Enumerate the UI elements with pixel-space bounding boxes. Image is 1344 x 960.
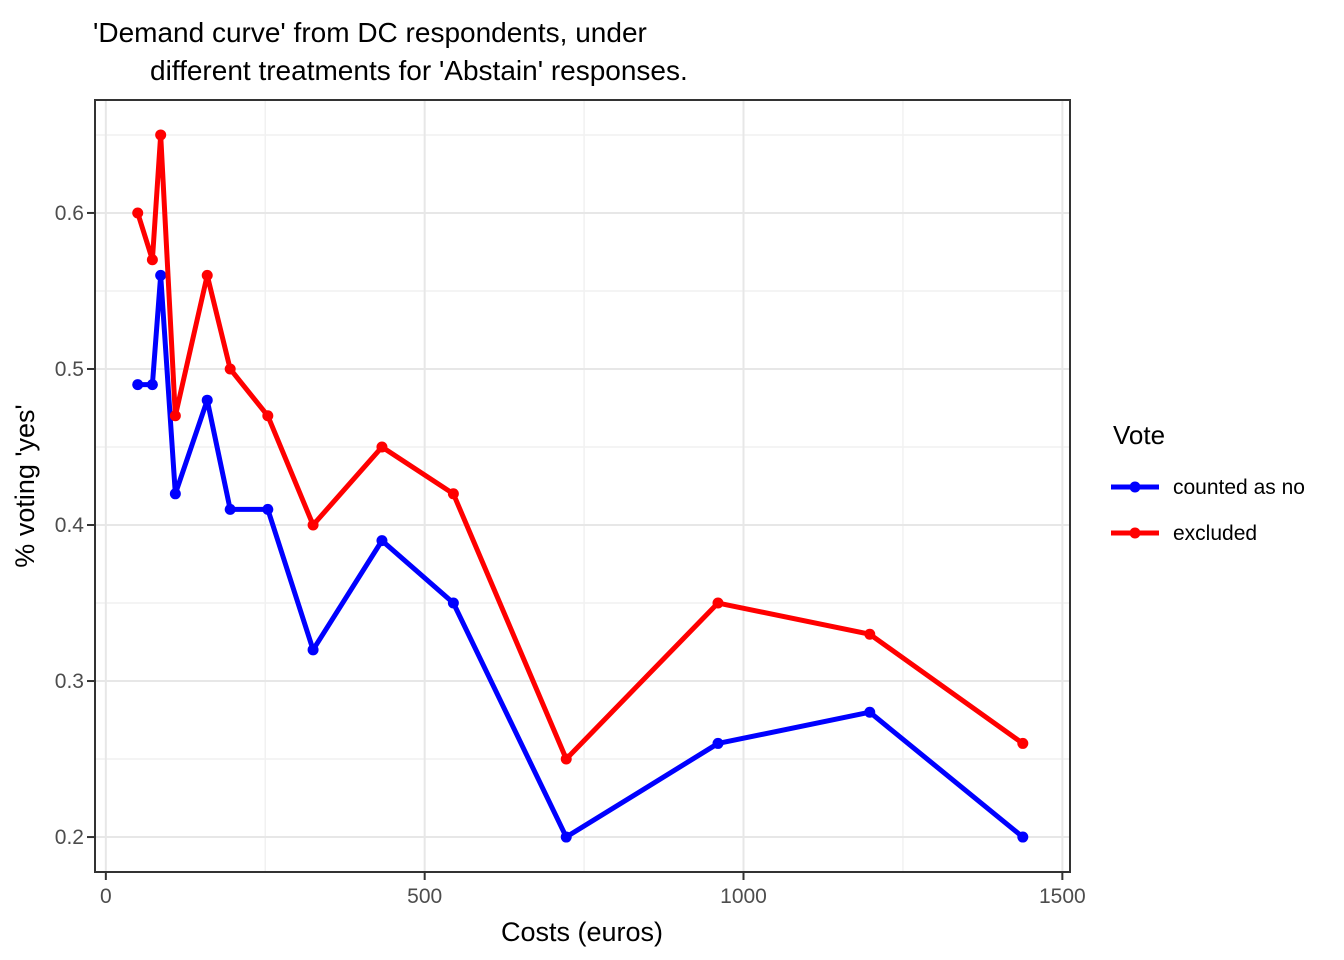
data-point-counted-as-no bbox=[169, 488, 181, 500]
legend-key-point-excluded bbox=[1129, 527, 1141, 539]
x-axis-title: Costs (euros) bbox=[501, 917, 663, 947]
data-point-counted-as-no bbox=[262, 503, 274, 515]
legend-title: Vote bbox=[1113, 420, 1165, 450]
data-point-counted-as-no bbox=[1017, 831, 1029, 843]
x-tick-label: 1500 bbox=[1039, 885, 1086, 908]
data-point-counted-as-no bbox=[560, 831, 572, 843]
data-point-excluded bbox=[560, 753, 572, 765]
gridlines-major bbox=[95, 100, 1070, 872]
data-point-excluded bbox=[864, 628, 876, 640]
data-point-excluded bbox=[262, 410, 274, 422]
data-point-counted-as-no bbox=[224, 503, 236, 515]
data-point-excluded bbox=[447, 488, 459, 500]
x-tick-label: 1000 bbox=[720, 885, 767, 908]
y-tick-label: 0.6 bbox=[55, 202, 84, 225]
data-point-excluded bbox=[201, 269, 213, 281]
data-point-counted-as-no bbox=[201, 394, 213, 406]
data-point-excluded bbox=[307, 519, 319, 531]
data-point-excluded bbox=[169, 410, 181, 422]
chart-title-line-2: different treatments for 'Abstain' respo… bbox=[150, 55, 688, 86]
axis-ticks bbox=[87, 211, 1064, 880]
legend-key-point-counted-as-no bbox=[1129, 481, 1141, 493]
data-point-counted-as-no bbox=[864, 706, 876, 718]
data-point-counted-as-no bbox=[155, 269, 167, 281]
y-axis-title: % voting 'yes' bbox=[10, 404, 40, 567]
data-point-excluded bbox=[1017, 737, 1029, 749]
data-point-counted-as-no bbox=[712, 737, 724, 749]
data-point-excluded bbox=[224, 363, 236, 375]
series-layer bbox=[132, 129, 1029, 843]
series-line-excluded bbox=[135, 132, 1025, 762]
y-tick-label: 0.5 bbox=[55, 358, 84, 381]
axis-tick-labels: 0 500 1000 1500 0.2 0.3 0.4 0.5 0.6 bbox=[55, 202, 1086, 908]
data-point-counted-as-no bbox=[307, 644, 319, 656]
y-tick-label: 0.4 bbox=[55, 514, 85, 537]
data-point-excluded bbox=[712, 597, 724, 609]
legend-label-counted-as-no: counted as no bbox=[1173, 476, 1305, 499]
data-point-excluded bbox=[155, 129, 167, 141]
panel-border bbox=[94, 99, 1071, 873]
data-point-counted-as-no bbox=[376, 535, 388, 547]
y-tick-label: 0.3 bbox=[55, 670, 84, 693]
y-tick-label: 0.2 bbox=[55, 826, 84, 849]
legend: Vote counted as no excluded bbox=[1111, 420, 1305, 545]
data-point-counted-as-no bbox=[447, 597, 459, 609]
data-point-excluded bbox=[376, 441, 388, 453]
data-point-excluded bbox=[146, 254, 158, 266]
legend-item-counted-as-no: counted as no bbox=[1111, 476, 1305, 499]
chart-title-line-1: 'Demand curve' from DC respondents, unde… bbox=[93, 17, 647, 48]
legend-label-excluded: excluded bbox=[1173, 522, 1257, 545]
data-point-counted-as-no bbox=[146, 379, 158, 391]
data-point-counted-as-no bbox=[132, 379, 144, 391]
data-point-excluded bbox=[132, 207, 144, 219]
x-tick-label: 500 bbox=[407, 885, 442, 908]
x-tick-label: 0 bbox=[100, 885, 112, 908]
gridlines-minor bbox=[95, 100, 1070, 872]
series-line-counted-as-no bbox=[137, 272, 1025, 840]
legend-item-excluded: excluded bbox=[1111, 522, 1257, 545]
